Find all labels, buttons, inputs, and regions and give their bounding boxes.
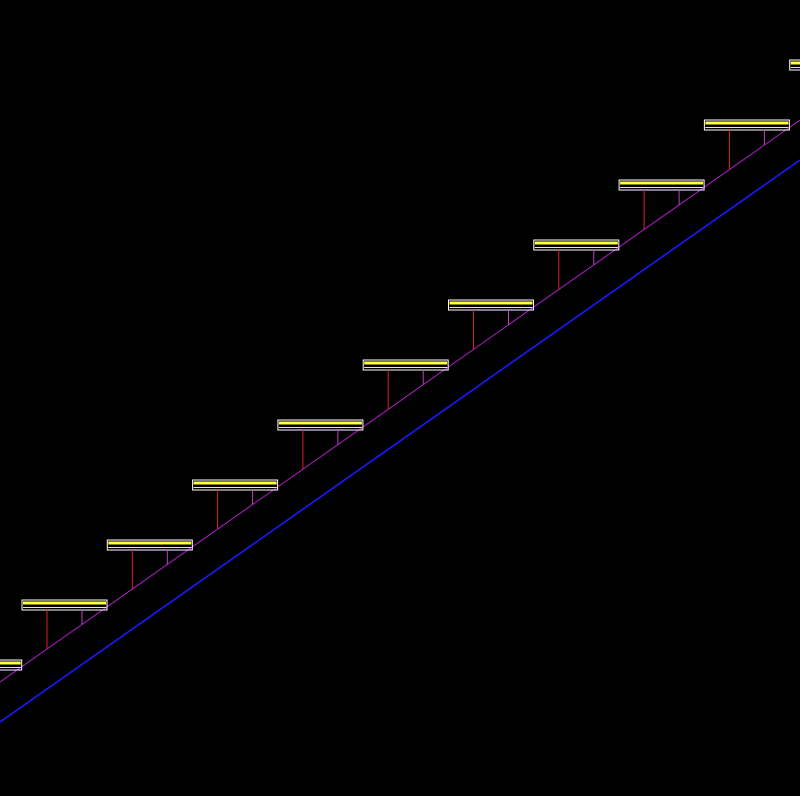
tread-outline [533,239,620,251]
tread-outline [106,539,193,551]
treads [0,59,800,671]
tread-outline [21,599,108,611]
tread-outline [618,179,705,191]
tread-outline [789,59,800,71]
stringer-top-line [0,119,800,683]
tread-outline [277,419,364,431]
tread-outline [0,659,23,671]
tread-outline [362,359,449,371]
tread-outline [192,479,279,491]
tread-outline [448,299,534,311]
tread-outline [703,119,790,131]
stringer-bottom-line [0,159,800,723]
